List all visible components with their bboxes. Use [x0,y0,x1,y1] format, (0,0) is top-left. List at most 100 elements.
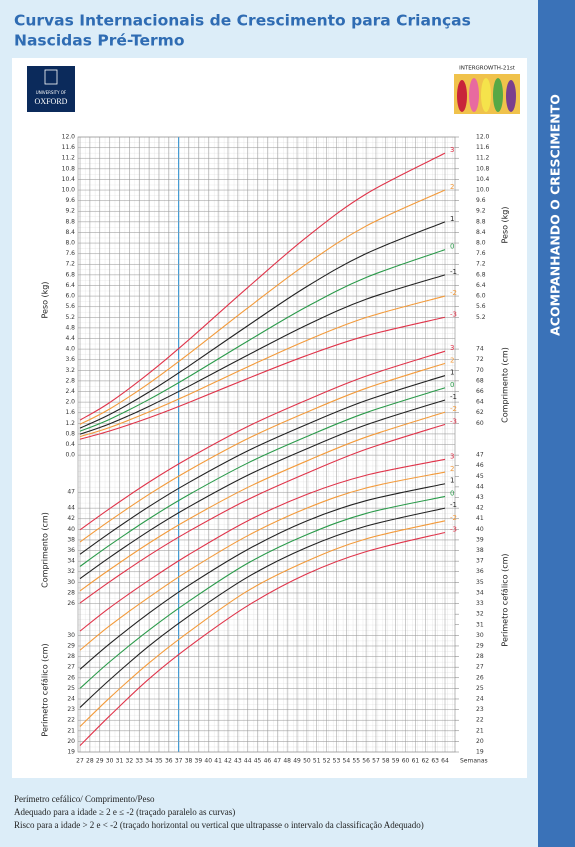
curve-label: 3 [450,344,454,352]
y2-tick-label: 34 [476,589,484,596]
y2-tick-label: 20 [476,738,484,745]
y-tick-label: 20 [67,738,75,745]
y-tick-label: 6.0 [65,293,75,300]
y2-tick-label: 37 [476,558,484,565]
x-tick-label: 28 [86,758,94,765]
x-tick-label: 47 [273,758,281,765]
y2-tick-label: 40 [476,526,484,533]
y-tick-label: 9.2 [65,208,75,215]
x-tick-label: 64 [441,758,449,765]
curve-label: -2 [450,405,457,413]
y2-tick-label: 8.0 [476,240,486,247]
y2-tick-label: 46 [476,462,484,469]
curve [79,274,446,435]
y2-tick-label: 41 [476,515,484,522]
curve-label: -3 [450,310,457,318]
curve [79,471,446,651]
y-tick-label: 1.6 [65,409,75,416]
y2-tick-label: 6.0 [476,293,486,300]
x-tick-label: 44 [244,758,252,765]
y2-tick-label: 66 [476,388,484,395]
x-tick-label: 57 [372,758,380,765]
y2-tick-label: 28 [476,653,484,660]
curve-label: 2 [450,356,454,364]
oxford-line: OXFORD [35,97,68,106]
y2-tick-label: 39 [476,536,484,543]
x-tick-label: 36 [165,758,173,765]
x-tick-label: 45 [254,758,262,765]
y-tick-label: 30 [67,579,75,586]
x-tick-label: 37 [175,758,183,765]
curve [79,375,446,555]
y2-tick-label: 8.4 [476,229,486,236]
y2-tick-label: 10.8 [476,165,490,172]
x-tick-label: 35 [155,758,163,765]
y-tick-label: 8.0 [65,240,75,247]
y-tick-label: 2.4 [65,388,75,395]
y-tick-label: 11.6 [62,144,76,151]
y2-tick-label: 62 [476,409,484,416]
y-tick-label: 7.6 [65,250,75,257]
y-tick-label: 47 [67,489,75,496]
y-tick-label: 42 [67,515,75,522]
curve-label: -2 [450,514,457,522]
y2-tick-label: 23 [476,706,484,713]
y-tick-label: 12.0 [62,134,76,141]
y2-axis-label: Comprimento (cm) [501,347,510,423]
y-tick-label: 24 [67,695,75,702]
y-tick-label: 38 [67,536,75,543]
footer-line: Adequado para a idade ≥ 2 e ≤ -2 (traçad… [14,807,235,817]
y-tick-label: 10.0 [62,187,76,194]
y2-tick-label: 5.6 [476,303,486,310]
side-strip [538,0,575,847]
y-tick-label: 7.2 [65,261,75,268]
x-tick-label: 29 [96,758,104,765]
y-tick-label: 11.2 [62,155,76,162]
x-tick-label: 55 [352,758,360,765]
y-tick-label: 4.0 [65,346,75,353]
curve [79,189,446,425]
y-tick-label: 0.4 [65,441,75,448]
y2-tick-label: 42 [476,505,484,512]
y-tick-label: 8.8 [65,218,75,225]
y-tick-label: 0.8 [65,430,75,437]
subtitle: Nascidas Pré-Termo [14,32,184,50]
curve-label: 1 [450,215,454,223]
y-tick-label: 10.8 [62,165,76,172]
x-tick-label: 43 [234,758,242,765]
curve [79,387,446,567]
x-tick-label: 53 [333,758,341,765]
y-tick-label: 1.2 [65,420,75,427]
y-tick-label: 28 [67,589,75,596]
y-axis-label: Perímetro cefálico (cm) [41,643,50,736]
y-tick-label: 2.0 [65,399,75,406]
y2-tick-label: 21 [476,727,484,734]
y-tick-label: 26 [67,600,75,607]
x-tick-label: 38 [185,758,193,765]
y2-tick-label: 10.0 [476,187,490,194]
x-tick-label: 33 [135,758,143,765]
y2-tick-label: 24 [476,695,484,702]
y-tick-label: 40 [67,526,75,533]
y-tick-label: 21 [67,727,75,734]
curve [79,350,446,531]
side-banner: ACOMPANHANDO O CRESCIMENTO [548,94,563,336]
y2-tick-label: 31 [476,621,484,628]
intergrowth-logo: INTERGROWTH-21st [454,66,520,114]
y2-tick-label: 19 [476,749,484,756]
y2-tick-label: 6.8 [476,271,486,278]
y-tick-label: 32 [67,568,75,575]
y2-tick-label: 29 [476,642,484,649]
curve [79,399,446,580]
y2-tick-label: 35 [476,579,484,586]
curve [79,495,446,689]
x-axis-label: Semanas [460,758,488,765]
footer-line: Risco para a idade > 2 e < -2 (traçado h… [14,820,424,830]
curve-label: 2 [450,183,454,191]
y-tick-label: 10.4 [62,176,76,183]
x-tick-label: 42 [224,758,232,765]
y2-tick-label: 36 [476,568,484,575]
curve-label: 3 [450,146,454,154]
curve [79,221,446,429]
